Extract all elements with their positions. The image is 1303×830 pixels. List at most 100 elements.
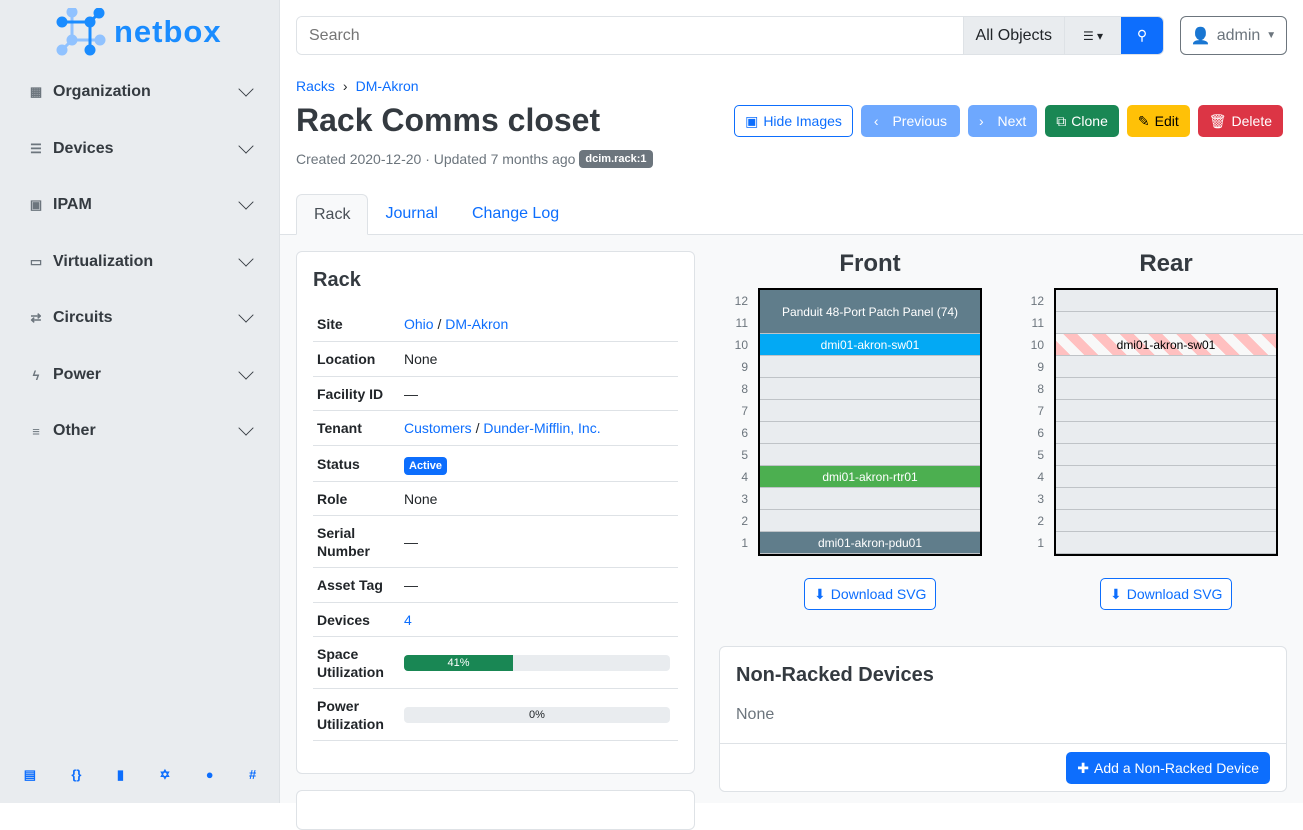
rack-unit-slot bbox=[760, 400, 980, 422]
sidebar-item-other[interactable]: ≡ Other bbox=[28, 416, 254, 446]
sidebar-item-power[interactable]: ϟ Power bbox=[28, 360, 254, 390]
rack-device[interactable]: dmi01-akron-pdu01 bbox=[760, 532, 980, 554]
rack-unit-slot bbox=[760, 422, 980, 444]
page-meta: Created 2020-12-20 · Updated 7 months ag… bbox=[296, 150, 653, 168]
rack-unit-slot bbox=[1056, 290, 1276, 312]
previous-button[interactable]: ‹ Previous bbox=[860, 105, 960, 137]
rack-device[interactable]: Panduit 48-Port Patch Panel (74) bbox=[760, 290, 980, 334]
rack-unit-slot bbox=[1056, 378, 1276, 400]
unit-number: 2 bbox=[741, 514, 748, 528]
unit-number: 2 bbox=[1037, 514, 1044, 528]
non-racked-value: None bbox=[736, 706, 775, 723]
next-card bbox=[296, 790, 695, 830]
user-menu[interactable]: 👤 admin ▼ bbox=[1180, 16, 1287, 55]
filter-icon: ☰ ▾ bbox=[1082, 28, 1104, 43]
button-label: Next bbox=[997, 113, 1027, 129]
row-power-utilization: Power Utilization 0% bbox=[313, 689, 678, 741]
search-bar: All Objects ☰ ▾ ⚲ bbox=[296, 16, 1164, 55]
sidebar-item-circuits[interactable]: ⇄ Circuits bbox=[28, 303, 254, 333]
next-button[interactable]: › Next bbox=[967, 105, 1038, 137]
tenant-link[interactable]: Dunder-Mifflin, Inc. bbox=[483, 420, 601, 436]
tab-rack[interactable]: Rack bbox=[296, 194, 369, 235]
slack-icon[interactable]: # bbox=[248, 767, 257, 782]
field-label: Tenant bbox=[317, 420, 362, 436]
tenant-group-link[interactable]: Customers bbox=[404, 420, 472, 436]
unit-number: 5 bbox=[1037, 448, 1044, 462]
netbox-logo[interactable]: netbox bbox=[56, 8, 222, 56]
rack-device[interactable]: dmi01-akron-sw01 bbox=[1056, 334, 1276, 356]
rack-unit-slot bbox=[1056, 400, 1276, 422]
rack-device[interactable]: dmi01-akron-sw01 bbox=[760, 334, 980, 356]
plus-icon: ✚ bbox=[1077, 759, 1090, 776]
bookmark-icon[interactable]: ▮ bbox=[116, 767, 125, 782]
rack-unit-slot bbox=[1056, 356, 1276, 378]
row-tenant: Tenant Customers / Dunder-Mifflin, Inc. bbox=[313, 411, 678, 446]
braces-icon[interactable]: {} bbox=[71, 767, 82, 782]
unit-number: 12 bbox=[734, 294, 748, 308]
search-input[interactable] bbox=[297, 17, 963, 54]
file-download-icon: ⬇ bbox=[814, 585, 826, 602]
copy-icon: ⧉ bbox=[1056, 112, 1067, 129]
edit-button[interactable]: ✎ Edit bbox=[1126, 105, 1190, 137]
sidebar-item-virtualization[interactable]: ▭ Virtualization bbox=[28, 247, 254, 277]
button-label: Previous bbox=[892, 113, 947, 129]
row-devices: Devices 4 bbox=[313, 603, 678, 637]
rack-unit-slot bbox=[1056, 488, 1276, 510]
sidebar-item-label: Circuits bbox=[53, 309, 113, 326]
unit-number: 6 bbox=[1037, 426, 1044, 440]
unit-number: 11 bbox=[1031, 316, 1044, 330]
rack-unit-slot bbox=[760, 356, 980, 378]
devices-link[interactable]: 4 bbox=[404, 611, 412, 628]
github-icon[interactable]: ● bbox=[205, 767, 214, 782]
field-label: Status bbox=[317, 455, 360, 472]
unit-number: 4 bbox=[741, 470, 748, 484]
graphql-icon[interactable]: ✡ bbox=[159, 767, 171, 782]
breadcrumb-racks[interactable]: Racks bbox=[296, 78, 335, 94]
rack-device[interactable]: dmi01-akron-rtr01 bbox=[760, 466, 980, 488]
breadcrumb-site[interactable]: DM-Akron bbox=[355, 78, 419, 94]
rack-unit-slot bbox=[760, 510, 980, 532]
sidebar-item-label: Power bbox=[53, 366, 102, 383]
netbox-logo-icon bbox=[56, 8, 106, 56]
search-scope-select[interactable]: All Objects bbox=[962, 17, 1064, 54]
chevron-down-icon bbox=[238, 420, 254, 436]
rack-unit-slot bbox=[1056, 510, 1276, 532]
unit-number: 4 bbox=[1037, 470, 1044, 484]
rack-unit-slot bbox=[1056, 422, 1276, 444]
notes-icon: ≡ bbox=[32, 423, 40, 439]
unit-number: 9 bbox=[741, 360, 748, 374]
card-title: Rack bbox=[313, 269, 361, 291]
tab-journal[interactable]: Journal bbox=[385, 205, 438, 222]
sidebar-item-ipam[interactable]: ▣ IPAM bbox=[28, 190, 254, 220]
download-front-svg-button[interactable]: ⬇ Download SVG bbox=[804, 578, 937, 610]
button-label: Download SVG bbox=[1126, 586, 1223, 602]
add-non-racked-device-button[interactable]: ✚ Add a Non-Racked Device bbox=[1066, 752, 1270, 784]
caret-down-icon: ▼ bbox=[1266, 30, 1277, 41]
rack-unit-slot bbox=[1056, 466, 1276, 488]
book-icon[interactable]: ▤ bbox=[23, 767, 36, 782]
delete-button[interactable]: 🗑 Delete bbox=[1197, 105, 1283, 137]
unit-number: 10 bbox=[1030, 338, 1044, 352]
button-label: Clone bbox=[1071, 113, 1108, 129]
tab-change-log[interactable]: Change Log bbox=[471, 205, 560, 222]
row-role: Role None bbox=[313, 482, 678, 516]
hide-images-button[interactable]: ▣ Hide Images bbox=[734, 105, 853, 137]
search-button[interactable]: ⚲ bbox=[1121, 17, 1163, 54]
progress-label: 0% bbox=[529, 708, 545, 721]
unit-number: 9 bbox=[1037, 360, 1044, 374]
field-label: Asset Tag bbox=[317, 577, 383, 593]
sidebar-item-devices[interactable]: ☰ Devices bbox=[28, 134, 254, 164]
region-link[interactable]: Ohio bbox=[404, 316, 434, 332]
chevron-left-icon: ‹ bbox=[873, 113, 879, 129]
field-label: Serial Number bbox=[317, 524, 370, 559]
download-rear-svg-button[interactable]: ⬇ Download SVG bbox=[1100, 578, 1233, 610]
field-value: None bbox=[404, 351, 438, 367]
unit-number: 7 bbox=[741, 404, 748, 418]
clone-button[interactable]: ⧉ Clone bbox=[1045, 105, 1119, 137]
filter-dropdown[interactable]: ☰ ▾ bbox=[1064, 17, 1121, 54]
rack-unit-slot bbox=[1056, 532, 1276, 554]
front-title: Front bbox=[839, 250, 901, 277]
row-status: Status Active bbox=[313, 446, 678, 482]
sidebar-item-organization[interactable]: ▦ Organization bbox=[28, 77, 254, 107]
site-link[interactable]: DM-Akron bbox=[445, 316, 509, 332]
